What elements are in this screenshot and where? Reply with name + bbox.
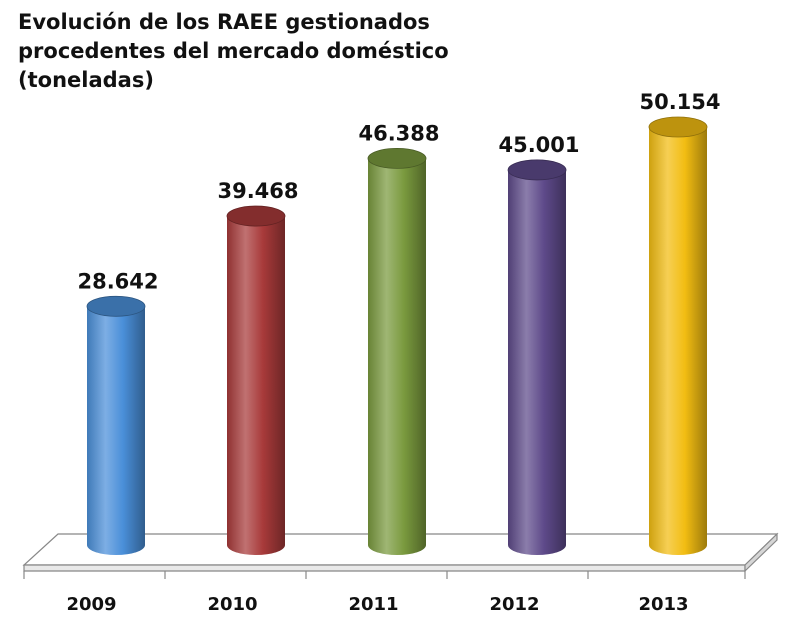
chart-title-line-3: (toneladas) bbox=[18, 68, 154, 92]
bar-top bbox=[507, 159, 567, 181]
chart-title-line-1: Evolución de los RAEE gestionados bbox=[18, 10, 430, 34]
x-tick-label-2011: 2011 bbox=[348, 594, 398, 615]
bars bbox=[86, 116, 708, 555]
bar-top bbox=[367, 147, 427, 169]
x-tick-label-2012: 2012 bbox=[489, 594, 539, 615]
chart-title-line-2: procedentes del mercado doméstico bbox=[18, 39, 449, 63]
x-tick-label-2013: 2013 bbox=[638, 594, 688, 615]
value-label-2010: 39.468 bbox=[217, 179, 298, 203]
bar-2012 bbox=[507, 159, 567, 555]
bar-body bbox=[368, 158, 426, 555]
x-tick-label-2009: 2009 bbox=[66, 594, 116, 615]
bar-body bbox=[649, 127, 707, 555]
bar-2010 bbox=[226, 205, 286, 555]
bar-body bbox=[508, 169, 566, 555]
bar-2013 bbox=[648, 116, 708, 555]
value-label-2009: 28.642 bbox=[77, 269, 158, 293]
bar-2011 bbox=[367, 147, 427, 555]
bar-body bbox=[227, 216, 285, 555]
bar-top bbox=[86, 295, 146, 317]
x-axis: 2009 2010 2011 2012 2013 bbox=[23, 571, 746, 615]
bar-2009 bbox=[86, 295, 146, 555]
bar-top bbox=[648, 116, 708, 138]
value-label-2013: 50.154 bbox=[639, 90, 720, 114]
floor-front bbox=[23, 564, 746, 572]
bar-top bbox=[226, 205, 286, 227]
bar-body bbox=[87, 306, 145, 555]
value-labels: 28.642 39.468 46.388 45.001 50.154 bbox=[77, 90, 720, 293]
x-tick-label-2010: 2010 bbox=[207, 594, 257, 615]
value-label-2012: 45.001 bbox=[498, 133, 579, 157]
floor-side bbox=[744, 532, 778, 573]
value-label-2011: 46.388 bbox=[358, 121, 439, 145]
